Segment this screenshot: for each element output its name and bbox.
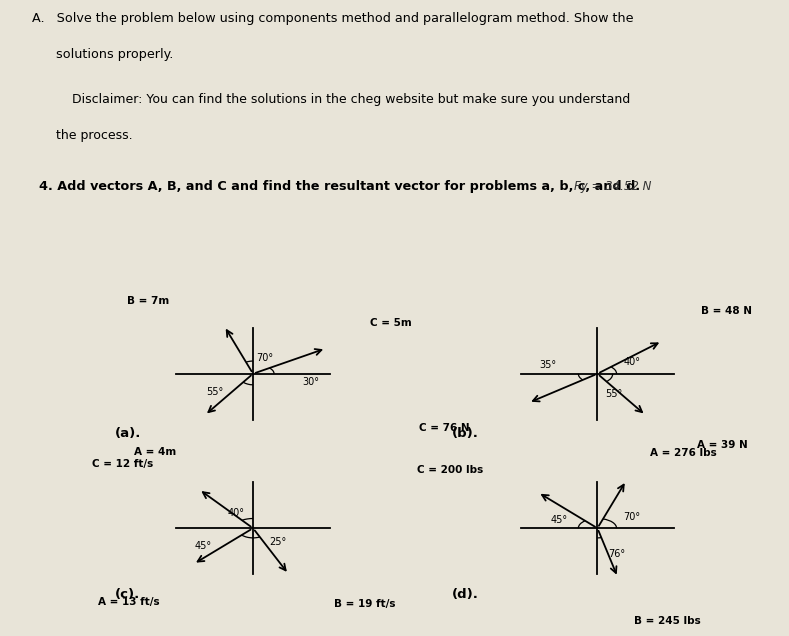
Text: 55°: 55° [606, 389, 623, 399]
Text: 25°: 25° [269, 537, 286, 547]
Text: C = 12 ft/s: C = 12 ft/s [92, 459, 153, 469]
Text: 45°: 45° [195, 541, 212, 551]
Text: A = 13 ft/s: A = 13 ft/s [98, 597, 159, 607]
Text: A.   Solve the problem below using components method and parallelogram method. S: A. Solve the problem below using compone… [32, 12, 633, 25]
Text: B = 19 ft/s: B = 19 ft/s [335, 599, 396, 609]
Text: 35°: 35° [539, 361, 556, 370]
Text: Disclaimer: You can find the solutions in the cheg website but make sure you und: Disclaimer: You can find the solutions i… [32, 93, 630, 106]
Text: 76°: 76° [608, 549, 625, 558]
Text: solutions properly.: solutions properly. [32, 48, 173, 61]
Text: 45°: 45° [551, 515, 568, 525]
Text: 70°: 70° [256, 352, 273, 363]
Text: 4. Add vectors A, B, and C and find the resultant vector for problems a, b, c, a: 4. Add vectors A, B, and C and find the … [39, 180, 640, 193]
Text: (b).: (b). [452, 427, 479, 439]
Text: B = 48 N: B = 48 N [701, 306, 753, 316]
Text: the process.: the process. [32, 128, 133, 142]
Text: 30°: 30° [302, 377, 319, 387]
Text: 70°: 70° [623, 512, 641, 522]
Text: Fy = 34.52 N: Fy = 34.52 N [574, 180, 652, 193]
Text: A = 4m: A = 4m [134, 447, 176, 457]
Text: 40°: 40° [228, 508, 245, 518]
Text: C = 76 N: C = 76 N [419, 423, 469, 433]
Text: 55°: 55° [206, 387, 223, 397]
Text: A = 39 N: A = 39 N [697, 440, 748, 450]
Text: (c).: (c). [115, 588, 140, 601]
Text: C = 5m: C = 5m [370, 318, 412, 328]
Text: B = 245 lbs: B = 245 lbs [634, 616, 701, 626]
Text: C = 200 lbs: C = 200 lbs [417, 465, 483, 475]
Text: (d).: (d). [452, 588, 479, 601]
Text: (a).: (a). [115, 427, 142, 439]
Text: 40°: 40° [623, 357, 641, 367]
Text: A = 276 lbs: A = 276 lbs [650, 448, 717, 458]
Text: B = 7m: B = 7m [126, 296, 169, 306]
